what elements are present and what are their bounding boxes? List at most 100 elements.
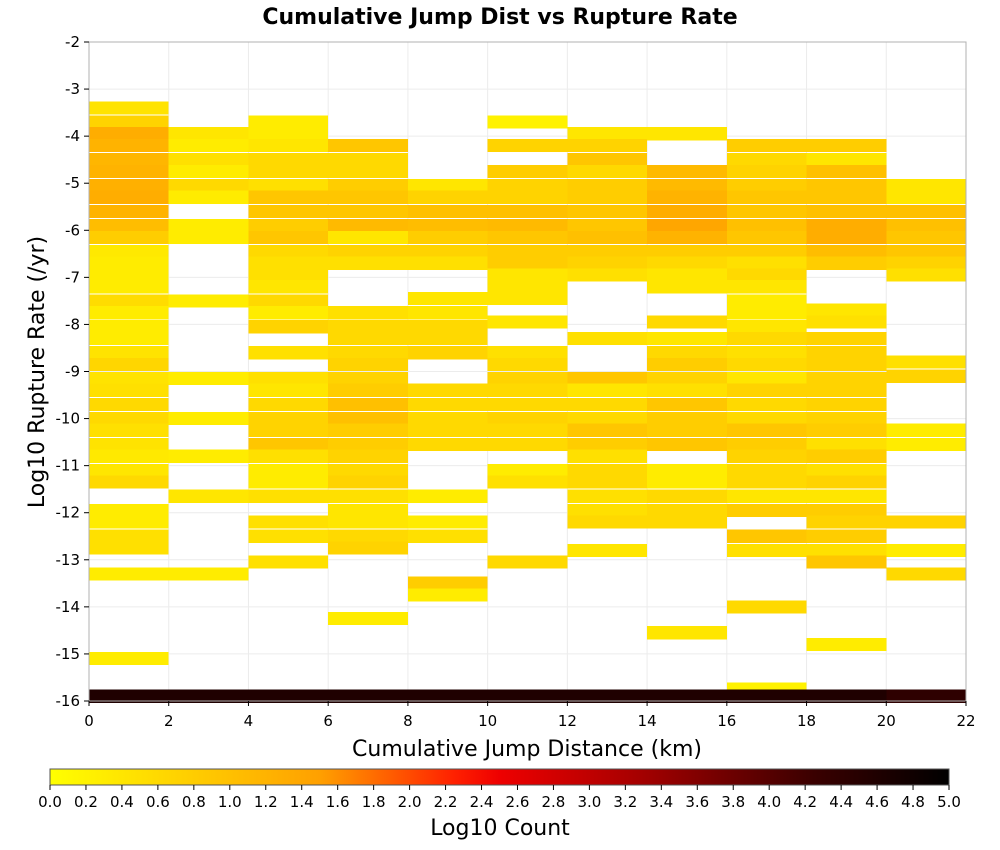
y-tick-label: -14 (56, 598, 81, 616)
heatmap-cell (647, 204, 727, 219)
heatmap-cell (328, 244, 408, 259)
heatmap-cell (248, 411, 329, 426)
heatmap-cell (886, 689, 966, 703)
heatmap-cell (407, 331, 488, 346)
heatmap-cell (487, 346, 568, 360)
heatmap-cell (248, 294, 329, 308)
y-tick-label: -3 (65, 80, 80, 98)
heatmap-cell (567, 503, 648, 517)
heatmap-cell (806, 383, 887, 397)
heatmap-cell (487, 555, 568, 569)
x-tick-label: 2 (164, 712, 174, 730)
heatmap-cell (168, 153, 249, 167)
colorbar-tick-label: 0.2 (74, 793, 98, 811)
heatmap-cell (328, 190, 408, 204)
heatmap-cell (726, 244, 807, 259)
heatmap-cell (487, 411, 568, 426)
heatmap-cell (647, 689, 727, 703)
heatmap-cell (726, 449, 807, 463)
heatmap-cell (726, 256, 807, 270)
heatmap-cell (248, 449, 329, 463)
heatmap-cell (886, 369, 966, 383)
heatmap-cell (89, 689, 169, 703)
heatmap-cell (248, 244, 329, 259)
heatmap-cell (487, 280, 568, 294)
heatmap-cell (567, 127, 648, 141)
heatmap-cell (567, 489, 648, 503)
heatmap-cell (487, 475, 568, 489)
heatmap-cell (168, 567, 249, 581)
heatmap-cell (89, 475, 169, 489)
colorbar-tick-label: 3.4 (649, 793, 673, 811)
heatmap-cell (248, 475, 329, 489)
heatmap-cell (89, 204, 169, 219)
heatmap-cell (89, 230, 169, 244)
heatmap-cell (89, 331, 169, 346)
y-tick-label: -12 (56, 504, 81, 522)
heatmap-cell (89, 164, 169, 179)
heatmap-cell (328, 357, 408, 372)
heatmap-cell (806, 190, 887, 204)
heatmap-cell (567, 543, 648, 557)
heatmap-cell (886, 256, 966, 270)
colorbar-tick-label: 1.2 (254, 793, 278, 811)
y-tick-label: -16 (56, 692, 81, 710)
heatmap-cell (886, 268, 966, 282)
heatmap-cell (487, 138, 568, 153)
heatmap-cell (248, 218, 329, 233)
heatmap-cell (567, 437, 648, 452)
heatmap-cell (567, 153, 648, 167)
heatmap-cell (89, 503, 169, 517)
heatmap-cell (248, 280, 329, 294)
heatmap-cell (328, 689, 408, 703)
heatmap-cell (647, 437, 727, 452)
heatmap-cell (487, 268, 568, 282)
heatmap-cell (89, 346, 169, 360)
heatmap-cell (647, 190, 727, 204)
heatmap-cell (567, 178, 648, 193)
heatmap-cell (328, 489, 408, 503)
x-tick-label: 8 (403, 712, 413, 730)
heatmap-cell (89, 463, 169, 477)
heatmap-cell (806, 463, 887, 477)
heatmap-cell (487, 383, 568, 397)
heatmap-cell (726, 306, 807, 320)
heatmap-cell (89, 138, 169, 153)
heatmap-cell (567, 230, 648, 244)
x-tick-label: 22 (956, 712, 975, 730)
heatmap-cell (89, 529, 169, 543)
heatmap-cell (647, 178, 727, 193)
heatmap-cell (806, 449, 887, 463)
heatmap-cell (567, 397, 648, 412)
heatmap-cell (647, 164, 727, 179)
colorbar-tick-label: 2.0 (398, 793, 422, 811)
heatmap-cell (168, 411, 249, 426)
heatmap-cell (726, 190, 807, 204)
heatmap-cell (328, 153, 408, 167)
heatmap-cell (328, 331, 408, 346)
heatmap-cell (647, 503, 727, 517)
heatmap-cell (248, 423, 329, 437)
y-tick-label: -6 (65, 221, 80, 239)
heatmap-cell (567, 244, 648, 259)
heatmap-cell (89, 515, 169, 529)
heatmap-cell (168, 230, 249, 244)
heatmap-cell (567, 515, 648, 529)
chart-title: Cumulative Jump Dist vs Rupture Rate (262, 5, 737, 30)
heatmap-cell (487, 115, 568, 129)
heatmap-cell (407, 423, 488, 437)
heatmap-cell (168, 138, 249, 153)
heatmap-cell (647, 331, 727, 346)
heatmap-cell (886, 543, 966, 557)
heatmap-cell (886, 178, 966, 193)
heatmap-cell (89, 256, 169, 270)
heatmap-cell (806, 244, 887, 259)
heatmap-cell (806, 543, 887, 557)
heatmap-cell (647, 383, 727, 397)
heatmap-cell (647, 515, 727, 529)
heatmap-cell (647, 475, 727, 489)
heatmap-cell (806, 256, 887, 270)
heatmap-cell (328, 529, 408, 543)
x-tick-label: 12 (558, 712, 577, 730)
heatmap-cell (407, 397, 488, 412)
